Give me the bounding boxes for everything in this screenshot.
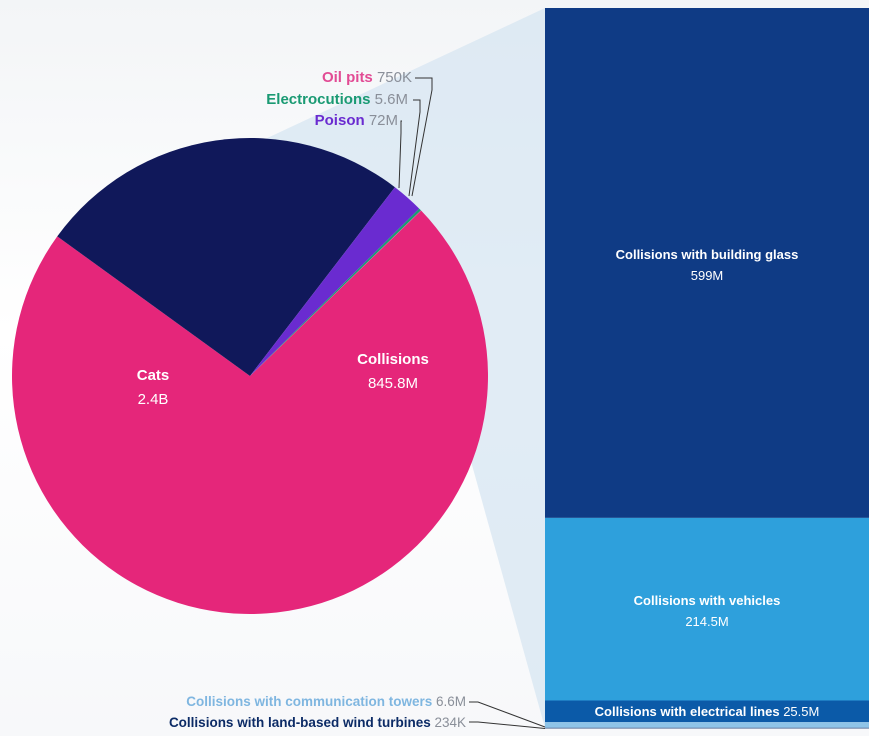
- bar-label-collisions-with-building-glass: Collisions with building glass: [616, 247, 799, 262]
- callout-line: [398, 120, 402, 189]
- pie-slice-poison: [250, 187, 420, 376]
- bar-value-collisions-with-vehicles: 214.5M: [685, 614, 728, 629]
- callout-line: [411, 77, 433, 197]
- callout-line: [469, 701, 546, 728]
- callout-label-collisions-with-land-based-wind-turbines: Collisions with land-based wind turbines…: [169, 715, 466, 730]
- callout-label-electrocutions: Electrocutions 5.6M: [266, 91, 408, 108]
- pie-slice-electrocutions: [250, 208, 421, 376]
- callout-label-poison: Poison 72M: [315, 112, 398, 129]
- callout-line: [408, 99, 421, 197]
- pie-value-cats: 2.4B: [138, 391, 169, 408]
- bar-segment-collisions-with-land-based-wind-turbines: [545, 727, 869, 729]
- bar-segment-collisions-with-building-glass: [545, 8, 869, 518]
- callout-label-collisions-with-communication-towers: Collisions with communication towers 6.6…: [186, 694, 466, 709]
- bar-value-collisions-with-building-glass: 599M: [691, 268, 724, 283]
- collisions-breakdown-bar: Collisions with building glass 599M Collis…: [545, 8, 869, 729]
- bar-label-collisions-with-electrical-lines: Collisions with electrical lines 25.5M: [595, 704, 820, 719]
- bar-segment-collisions-with-vehicles: [545, 517, 869, 701]
- pie-slice-cats: [12, 210, 489, 615]
- pie-slice-collisions: [57, 138, 395, 376]
- callout-line: [469, 721, 546, 729]
- callout-label-oil-pits: Oil pits 750K: [322, 69, 412, 86]
- bar-segment-collisions-with-communication-towers: [545, 722, 869, 728]
- pie-slice-oil-pits: [250, 210, 422, 376]
- pie-value-collisions: 845.8M: [368, 375, 418, 392]
- callout-labels: Oil pits 750K Electrocutions 5.6M Poison 7…: [169, 69, 546, 730]
- bar-label-collisions-with-vehicles: Collisions with vehicles: [634, 593, 781, 608]
- bar-segment-collisions-with-electrical-lines: [545, 700, 869, 723]
- pie-chart: Cats 2.4B Collisions 845.8M: [12, 138, 489, 615]
- pie-label-cats: Cats: [137, 367, 170, 384]
- pie-label-collisions: Collisions: [357, 351, 429, 368]
